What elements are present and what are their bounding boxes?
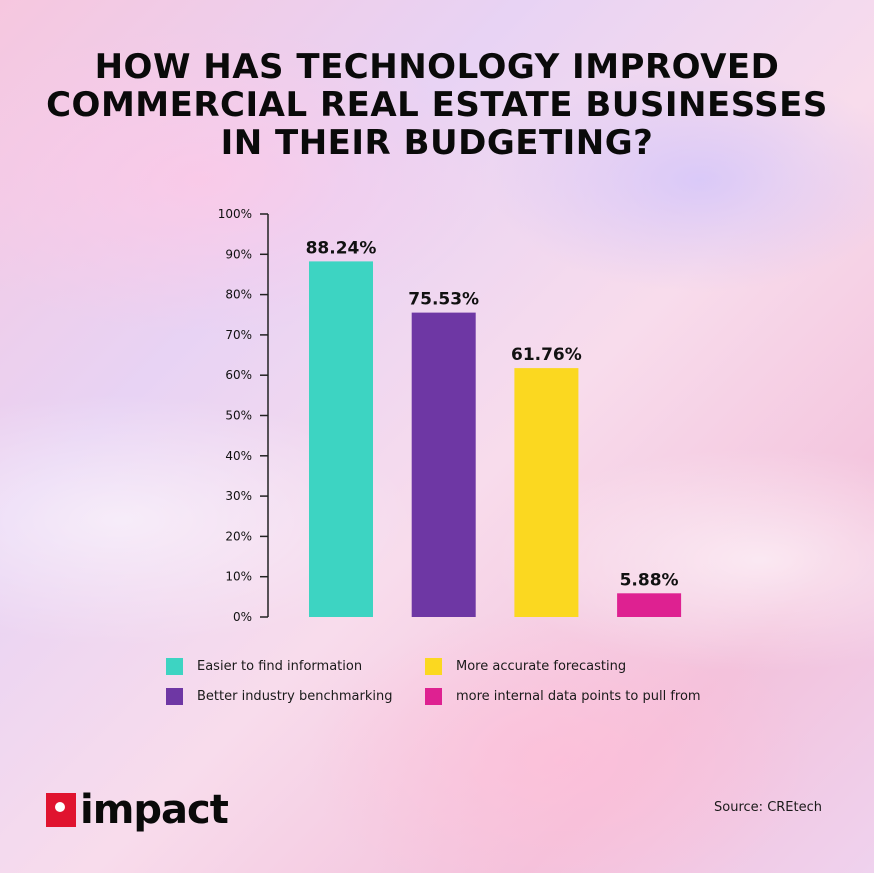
- legend-item: more internal data points to pull from: [425, 688, 701, 705]
- legend-swatch: [166, 688, 183, 705]
- impact-logo-text: impact: [80, 787, 229, 833]
- title-line: IN THEIR BUDGETING?: [220, 123, 654, 163]
- y-tick-label: 40%: [225, 449, 252, 463]
- legend-item: Easier to find information: [166, 658, 362, 675]
- bar-value-label: 61.76%: [511, 345, 582, 365]
- y-tick-label: 70%: [225, 328, 252, 342]
- legend-label: Easier to find information: [197, 659, 363, 674]
- legend: Easier to find information Better indust…: [166, 650, 766, 710]
- legend-swatch: [425, 658, 442, 675]
- legend-item: Better industry benchmarking: [166, 688, 392, 705]
- bar: [617, 593, 682, 617]
- title-line: HOW HAS TECHNOLOGY IMPROVED: [94, 47, 780, 87]
- bar-chart: 0% 10% 20% 30% 40% 50% 60% 70% 80% 90% 100% 88.24% 7…: [218, 207, 682, 624]
- source-note: Source: CREtech: [714, 800, 822, 815]
- bar-value-label: 5.88%: [620, 570, 679, 590]
- impact-logo: impact: [46, 787, 229, 833]
- legend-label: more internal data points to pull from: [456, 689, 701, 704]
- legend-swatch: [166, 658, 183, 675]
- legend-swatch: [425, 688, 442, 705]
- chart-title: HOW HAS TECHNOLOGY IMPROVED COMMERCIAL R…: [0, 48, 874, 162]
- y-tick-label: 80%: [225, 288, 252, 302]
- y-tick-label: 0%: [233, 610, 252, 624]
- y-tick-label: 60%: [225, 368, 252, 382]
- y-tick-label: 10%: [225, 570, 252, 584]
- legend-label: More accurate forecasting: [456, 659, 627, 674]
- bar-value-label: 88.24%: [306, 238, 377, 258]
- y-tick-label: 90%: [225, 247, 252, 261]
- y-tick-label: 20%: [225, 529, 252, 543]
- y-tick-label: 100%: [218, 207, 252, 221]
- legend-label: Better industry benchmarking: [197, 689, 393, 704]
- bar: [514, 368, 579, 617]
- title-line: COMMERCIAL REAL ESTATE BUSINESSES: [46, 85, 828, 125]
- y-tick-label: 50%: [225, 409, 252, 423]
- y-tick-label: 30%: [225, 489, 252, 503]
- legend-item: More accurate forecasting: [425, 658, 626, 675]
- bar-value-label: 75.53%: [408, 290, 479, 310]
- bar: [411, 312, 476, 617]
- bar: [309, 261, 373, 617]
- impact-logo-mark: [46, 793, 76, 827]
